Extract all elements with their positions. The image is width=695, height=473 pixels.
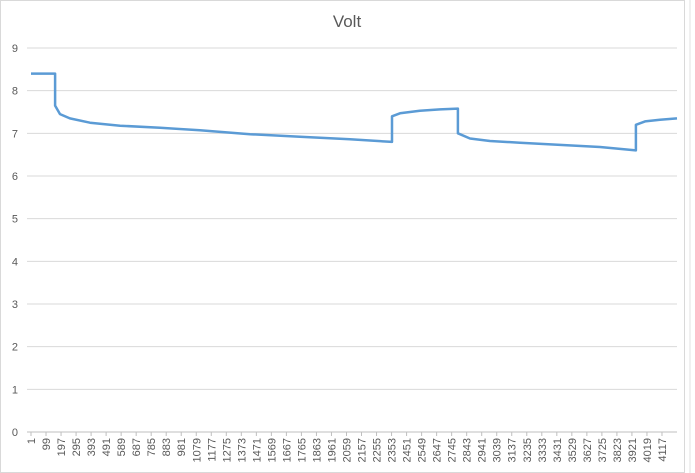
x-tick-label: 3333 xyxy=(537,438,549,462)
x-tick-label: 785 xyxy=(146,438,158,456)
y-tick-label: 9 xyxy=(12,43,18,55)
x-tick-label: 1373 xyxy=(236,438,248,462)
x-tick-label: 2255 xyxy=(372,438,384,462)
x-tick-label: 4117 xyxy=(657,438,669,462)
x-tick-label: 99 xyxy=(41,438,53,450)
x-tick-label: 3431 xyxy=(552,438,564,462)
y-tick-label: 8 xyxy=(12,86,18,98)
x-tick-label: 2745 xyxy=(447,438,459,462)
y-tick-label: 3 xyxy=(12,299,18,311)
y-tick-label: 4 xyxy=(12,256,18,268)
x-tick-label: 981 xyxy=(176,438,188,456)
x-tick-label: 2059 xyxy=(341,438,353,462)
x-tick-label: 491 xyxy=(101,438,113,456)
y-tick-label: 6 xyxy=(12,171,18,183)
x-tick-label: 1275 xyxy=(221,438,233,462)
x-tick-label: 3529 xyxy=(567,438,579,462)
x-tick-label: 295 xyxy=(71,438,83,456)
y-tick-label: 5 xyxy=(12,214,18,226)
x-tick-label: 1765 xyxy=(296,438,308,462)
x-tick-label: 1667 xyxy=(281,438,293,462)
chart-title: Volt xyxy=(333,12,362,31)
x-tick-label: 3921 xyxy=(627,438,639,462)
x-tick-label: 197 xyxy=(56,438,68,456)
y-tick-label: 7 xyxy=(12,128,18,140)
x-tick-label: 2353 xyxy=(387,438,399,462)
x-tick-label: 2941 xyxy=(477,438,489,462)
y-tick-label: 0 xyxy=(12,427,18,439)
x-tick-label: 687 xyxy=(131,438,143,456)
x-tick-label: 3823 xyxy=(612,438,624,462)
x-tick-label: 3725 xyxy=(597,438,609,462)
x-tick-label: 3627 xyxy=(582,438,594,462)
y-tick-label: 2 xyxy=(12,342,18,354)
x-tick-label: 2843 xyxy=(462,438,474,462)
x-tick-label: 2157 xyxy=(357,438,369,462)
x-tick-label: 4019 xyxy=(642,438,654,462)
x-tick-label: 1079 xyxy=(191,438,203,462)
x-tick-label: 3137 xyxy=(507,438,519,462)
x-tick-label: 1961 xyxy=(326,438,338,462)
x-tick-label: 1 xyxy=(26,438,38,444)
x-tick-label: 589 xyxy=(116,438,128,456)
x-tick-label: 2451 xyxy=(402,438,414,462)
x-tick-label: 1863 xyxy=(311,438,323,462)
y-tick-label: 1 xyxy=(12,384,18,396)
x-tick-label: 1177 xyxy=(206,438,218,462)
x-tick-label: 3235 xyxy=(522,438,534,462)
x-tick-label: 1569 xyxy=(266,438,278,462)
data-line xyxy=(31,72,678,152)
x-tick-label: 393 xyxy=(86,438,98,456)
x-tick-label: 2647 xyxy=(432,438,444,462)
x-tick-label: 3039 xyxy=(492,438,504,462)
x-tick-label: 883 xyxy=(161,438,173,456)
x-tick-label: 2549 xyxy=(417,438,429,462)
x-tick-label: 1471 xyxy=(251,438,263,462)
